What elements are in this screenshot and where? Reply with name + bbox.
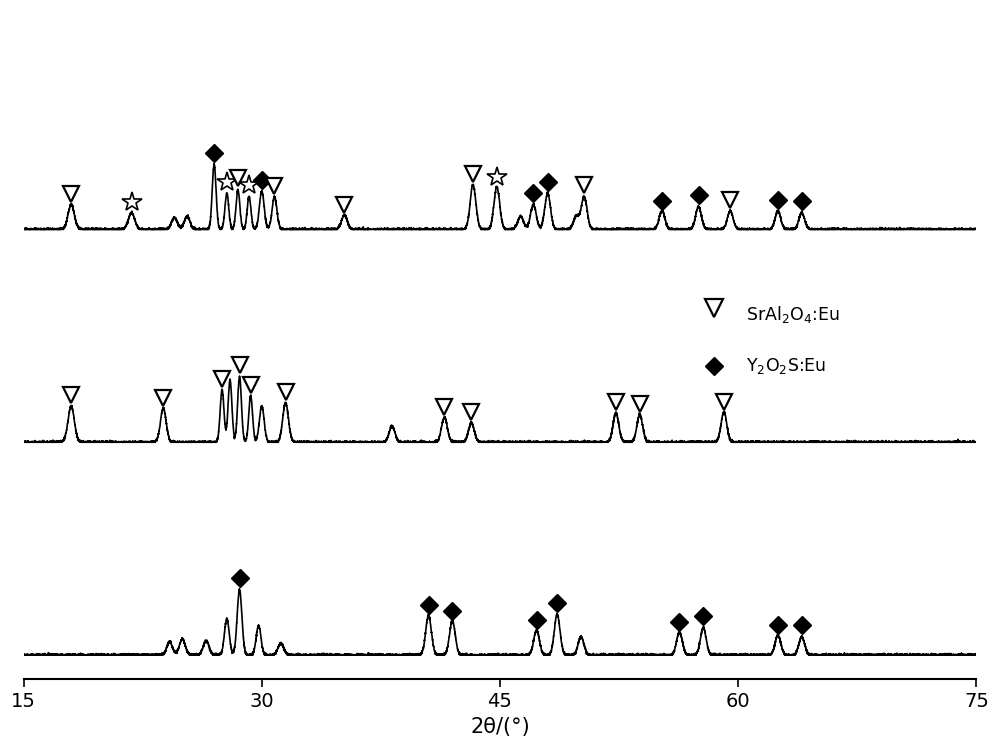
Text: Y$_2$O$_2$S:Eu: Y$_2$O$_2$S:Eu (746, 356, 827, 375)
Text: SrAl$_2$O$_4$:Eu: SrAl$_2$O$_4$:Eu (746, 304, 840, 325)
X-axis label: 2θ/(°): 2θ/(°) (470, 717, 530, 737)
